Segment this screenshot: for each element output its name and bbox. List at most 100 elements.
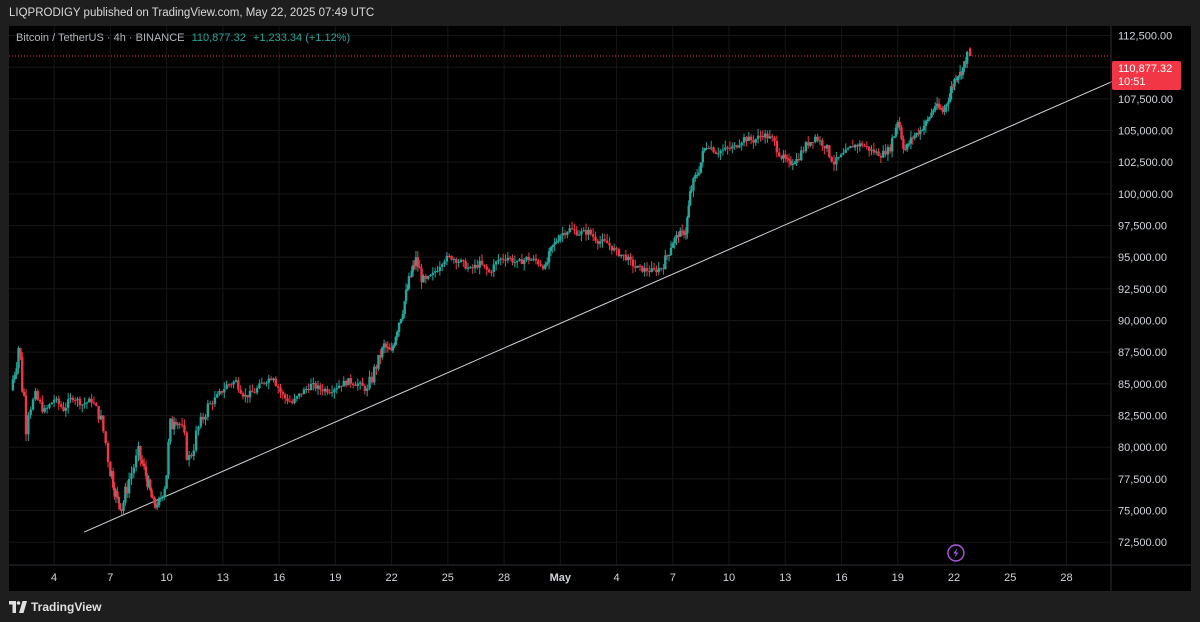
candle-body bbox=[90, 398, 93, 403]
tradingview-brand[interactable]: TradingView bbox=[9, 599, 101, 615]
candle-body bbox=[418, 266, 421, 269]
candle-body bbox=[837, 157, 840, 159]
candle-body bbox=[194, 430, 198, 451]
candle-body bbox=[892, 136, 896, 138]
price-tick-label: 80,000.00 bbox=[1118, 442, 1167, 454]
candle-body bbox=[192, 450, 195, 457]
time-tick-label: 13 bbox=[779, 572, 791, 584]
candle-body bbox=[381, 347, 384, 358]
price-tick-label: 100,000.00 bbox=[1118, 189, 1173, 201]
candle-body bbox=[784, 154, 787, 159]
candle-body bbox=[62, 406, 65, 411]
candle-body bbox=[675, 234, 678, 239]
candle-body bbox=[370, 376, 374, 383]
candle-body bbox=[622, 254, 625, 256]
candle-body bbox=[650, 268, 653, 272]
candle-body bbox=[687, 205, 690, 218]
candle-body bbox=[471, 267, 474, 269]
candle-body bbox=[648, 271, 651, 273]
candle-body bbox=[911, 137, 914, 139]
candle-body bbox=[156, 505, 159, 508]
candle-body bbox=[134, 455, 138, 468]
candle-body bbox=[853, 144, 857, 148]
candle-body bbox=[255, 388, 259, 393]
price-chart[interactable]: 72,500.00 75,000.00 77,500.00 80,000.00 82,5… bbox=[9, 26, 1191, 591]
candle-body bbox=[870, 149, 873, 151]
candle-body bbox=[587, 229, 590, 235]
candle-body bbox=[251, 390, 254, 393]
candle-body bbox=[204, 416, 207, 420]
chart-panel[interactable]: 72,500.00 75,000.00 77,500.00 80,000.00 82,5… bbox=[9, 26, 1191, 591]
candle-body bbox=[701, 150, 704, 163]
candle-body bbox=[120, 509, 123, 511]
candle-body bbox=[849, 146, 852, 149]
candle-body bbox=[598, 241, 602, 244]
candle-body bbox=[761, 136, 764, 138]
candle-body bbox=[652, 268, 656, 270]
candle-body bbox=[38, 399, 42, 402]
candle-body bbox=[443, 261, 446, 265]
candle-body bbox=[872, 149, 876, 153]
candle-body bbox=[882, 150, 885, 158]
candle-body bbox=[185, 432, 188, 460]
candle-body bbox=[384, 343, 388, 348]
candle-body bbox=[816, 136, 819, 141]
candle-body bbox=[627, 256, 630, 261]
candle-body bbox=[620, 254, 623, 257]
candle-body bbox=[71, 397, 75, 401]
candle-body bbox=[22, 391, 26, 396]
time-axis[interactable]: 4 7 10 13 16 19 22 25 28 May 4 7 10 13 16 19 22 25 28 bbox=[51, 572, 1073, 584]
candle-body bbox=[777, 152, 781, 157]
time-tick-label: 7 bbox=[670, 572, 676, 584]
candle-body bbox=[102, 415, 105, 432]
candle-body bbox=[382, 343, 386, 348]
candle-body bbox=[83, 403, 86, 405]
candle-body bbox=[483, 264, 486, 267]
candle-body bbox=[406, 288, 409, 291]
publish-bar: LIQPRODIGY published on TradingView.com,… bbox=[0, 0, 1200, 26]
candle-body bbox=[323, 388, 327, 392]
candle-body bbox=[629, 256, 632, 260]
event-marker[interactable] bbox=[947, 544, 965, 562]
time-tick-label: 28 bbox=[498, 572, 510, 584]
candle-body bbox=[150, 489, 153, 498]
time-tick-label: 28 bbox=[1060, 572, 1072, 584]
candle-body bbox=[220, 391, 224, 393]
candle-body bbox=[735, 145, 739, 148]
candle-body bbox=[697, 172, 701, 175]
candle-body bbox=[288, 401, 292, 403]
candle-body bbox=[557, 240, 560, 242]
price-tick-label: 92,500.00 bbox=[1118, 284, 1167, 296]
candle-body bbox=[499, 258, 502, 260]
candle-body bbox=[867, 146, 871, 151]
trendline[interactable] bbox=[83, 78, 1120, 533]
candle-body bbox=[695, 174, 699, 176]
candle-body bbox=[174, 422, 178, 425]
candle-body bbox=[119, 503, 122, 510]
symbol-legend[interactable]: Bitcoin / TetherUS · 4h · BINANCE 110,87… bbox=[16, 32, 350, 44]
footer: TradingView bbox=[0, 591, 1200, 622]
candle-body bbox=[50, 402, 53, 405]
candle-body bbox=[139, 446, 142, 460]
candle-body bbox=[920, 130, 924, 132]
time-tick-label: 4 bbox=[51, 572, 57, 584]
candle-body bbox=[455, 259, 458, 263]
candle-body bbox=[55, 398, 58, 400]
candle-body bbox=[57, 398, 61, 405]
candle-body bbox=[905, 144, 909, 150]
price-axis[interactable]: 72,500.00 75,000.00 77,500.00 80,000.00 82,5… bbox=[1118, 31, 1173, 550]
candle-body bbox=[508, 257, 512, 259]
candle-body bbox=[258, 383, 261, 389]
candle-body bbox=[968, 48, 972, 57]
price-tick-label: 82,500.00 bbox=[1118, 411, 1167, 423]
candle-body bbox=[326, 388, 329, 393]
candle-body bbox=[110, 471, 113, 477]
candle-body bbox=[81, 404, 84, 406]
candle-body bbox=[281, 391, 285, 395]
candle-body bbox=[537, 260, 540, 265]
candle-body bbox=[106, 443, 110, 463]
candle-body bbox=[178, 423, 181, 425]
candle-body bbox=[851, 146, 854, 148]
candle-body bbox=[582, 230, 585, 232]
candle-body bbox=[391, 346, 395, 351]
